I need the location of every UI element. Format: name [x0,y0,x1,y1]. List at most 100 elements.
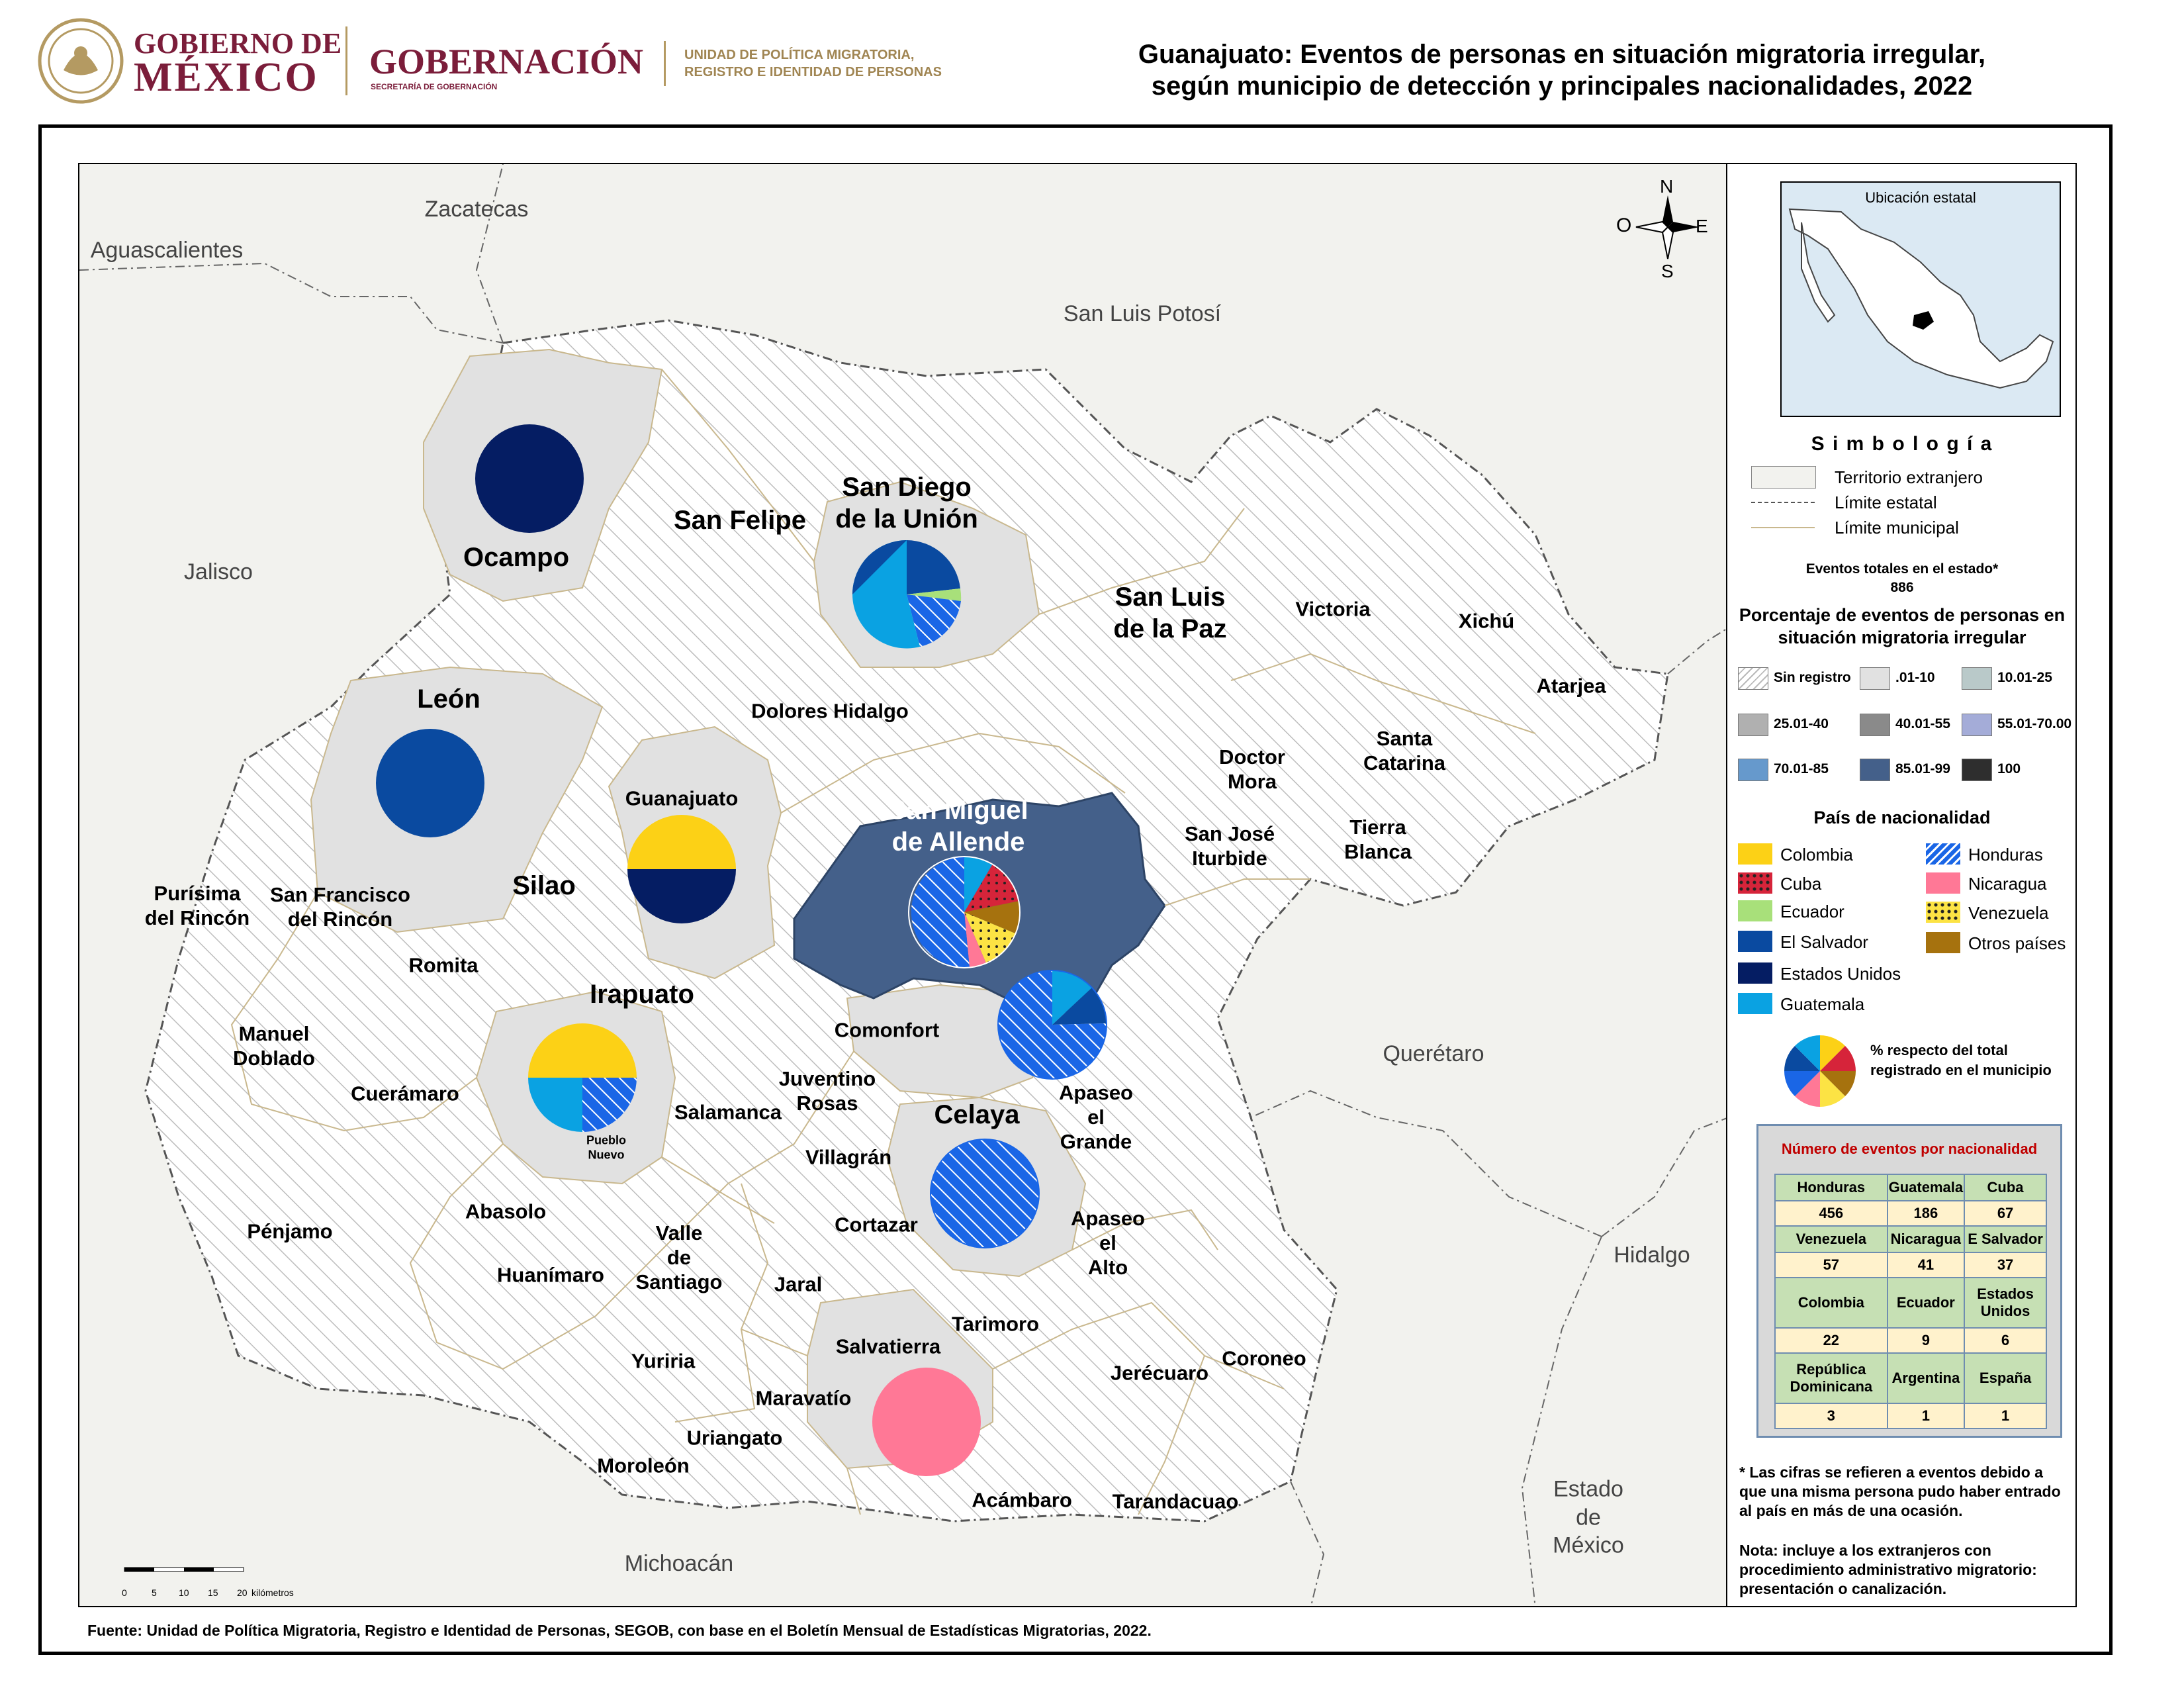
map-title-line1: Guanajuato: Eventos de personas en situa… [1138,40,1986,69]
state-label-slp: San Luis Potosí [1063,301,1222,326]
label-xichu: Xichú [1458,609,1515,633]
nat-swatch-estados-unidos [1738,962,1772,984]
label-abasolo: Abasolo [465,1199,547,1223]
sym-estatal-line [1751,502,1815,503]
municipal-boundaries [230,369,1536,1515]
gobierno-line2: MÉXICO [134,55,319,100]
class-swatch-2 [1962,667,1992,690]
label-acambaro: Acámbaro [972,1488,1072,1512]
nat-swatch-el-salvador [1738,931,1772,952]
label-tierra-blanca: Tierra Blanca [1344,815,1412,863]
scale-tick-5: 5 [152,1587,157,1598]
scale-tick-20: 20 [237,1587,248,1598]
label-jaral: Jaral [774,1272,823,1296]
compass-n: N [1660,176,1674,197]
count-h-venezuela: Venezuela [1774,1225,1888,1253]
header-divider-2 [664,41,666,86]
label-san-luis: San Luis de la Paz [1113,583,1227,643]
compass-e: E [1696,216,1708,236]
label-manuel-doblado: Manuel Doblado [233,1021,315,1070]
state-label-edomex: Estado de México [1553,1476,1624,1558]
class-swatch-8 [1962,759,1992,781]
label-santa-catarina: Santa Catarina [1363,726,1446,774]
note-nota: Nota: incluye a los extranjeros con proc… [1739,1542,2037,1597]
label-tarimoro: Tarimoro [951,1312,1040,1336]
label-dolores: Dolores Hidalgo [751,699,909,723]
count-h-estados-unidos: Estados Unidos [1964,1277,2047,1329]
label-salamanca: Salamanca [674,1100,782,1124]
scale-tick-10: 10 [179,1587,189,1598]
header-divider [345,26,347,95]
label-romita: Romita [408,953,478,977]
count-h-el-salvador: E Salvador [1964,1225,2047,1253]
nat-swatch-guatemala [1738,993,1772,1014]
nat-label-honduras: Honduras [1968,845,2043,865]
count-v-ecuador: 9 [1886,1327,1966,1354]
legend-panel: Ubicación estatal S i m b o l o g í a Te… [1727,163,2077,1607]
label-guanajuato: Guanajuato [625,786,739,810]
count-h-argentina: Argentina [1886,1352,1966,1404]
label-apaseo-grande: Apaseo el Grande [1059,1081,1133,1154]
count-h-guatemala: Guatemala [1886,1174,1966,1201]
sym-extranjero-swatch [1751,466,1816,489]
class-swatch-1 [1860,667,1890,690]
compass-icon [1635,195,1700,259]
label-pueblo-nuevo: Pueblo Nuevo [586,1133,627,1161]
count-h-rep-dominicana: República Dominicana [1774,1352,1888,1404]
state-label-aguascalientes: Aguascalientes [90,237,244,263]
label-yuriria: Yuriria [631,1349,696,1373]
count-h-colombia: Colombia [1774,1277,1888,1329]
label-salvatierra: Salvatierra [835,1335,941,1358]
count-table-box: Número de eventos por nacionalidad Hondu… [1756,1124,2062,1438]
count-h-honduras: Honduras [1774,1174,1888,1201]
compass-o: O [1616,214,1632,236]
label-purisima: Purísima del Rincón [144,881,250,929]
count-v-espana: 1 [1964,1403,2047,1429]
count-h-nicaragua: Nicaragua [1886,1225,1966,1253]
pie-guanajuato [627,815,736,923]
example-pie [1784,1035,1856,1107]
inset-guanajuato [1913,311,1934,330]
label-coroneo: Coroneo [1222,1346,1306,1370]
class-label-8: 100 [1997,761,2021,776]
count-v-honduras: 456 [1774,1200,1888,1227]
label-san-francisco-rincon: San Francisco del Rincón [270,882,410,931]
count-v-cuba: 67 [1964,1200,2047,1227]
label-moroleon: Moroleón [597,1454,690,1477]
nat-label-estados-unidos: Estados Unidos [1780,964,1901,984]
nat-swatch-ecuador [1738,900,1772,921]
class-swatch-6 [1738,759,1768,781]
gobierno-line1: GOBIERNO DE [134,27,342,60]
gobierno-seal-icon [37,17,124,105]
count-v-argentina: 1 [1886,1403,1966,1429]
label-silao: Silao [512,871,576,900]
nat-label-nicaragua: Nicaragua [1968,874,2047,894]
pie-san-diego [852,540,962,649]
class-label-6: 70.01-85 [1774,761,1829,776]
class-swatch-7 [1860,759,1890,781]
label-valle-santiago: Valle de Santiago [635,1221,723,1294]
count-v-rep-dominicana: 3 [1774,1403,1888,1429]
footer-source: Fuente: Unidad de Política Migratoria, R… [87,1622,1152,1639]
nat-label-el-salvador: El Salvador [1780,932,1868,952]
pct-title-1: Porcentaje de eventos de personas en [1739,605,2066,625]
nat-swatch-honduras [1926,843,1960,865]
state-label-queretaro: Querétaro [1383,1041,1484,1066]
count-h-espana: España [1964,1352,2047,1404]
class-label-0: Sin registro [1774,670,1851,685]
class-label-3: 25.01-40 [1774,716,1829,731]
map-title-line2: según municipio de detección y principal… [1151,71,1973,101]
nat-swatch-otros [1926,932,1960,953]
sym-estatal-label: Límite estatal [1835,492,1937,512]
label-san-felipe: San Felipe [673,506,807,535]
class-label-7: 85.01-99 [1895,761,1950,776]
pie-leon [376,729,484,837]
label-cortazar: Cortazar [835,1213,918,1237]
label-celaya: Celaya [934,1100,1020,1129]
inset-mexico [1788,208,2054,389]
pie-irapuato [528,1023,637,1132]
inset-title: Ubicación estatal [1865,189,1976,206]
total-label: Eventos totales en el estado* [1805,561,1999,577]
count-h-ecuador: Ecuador [1886,1277,1966,1329]
unidad-line1: UNIDAD DE POLÍTICA MIGRATORIA, [684,48,915,62]
